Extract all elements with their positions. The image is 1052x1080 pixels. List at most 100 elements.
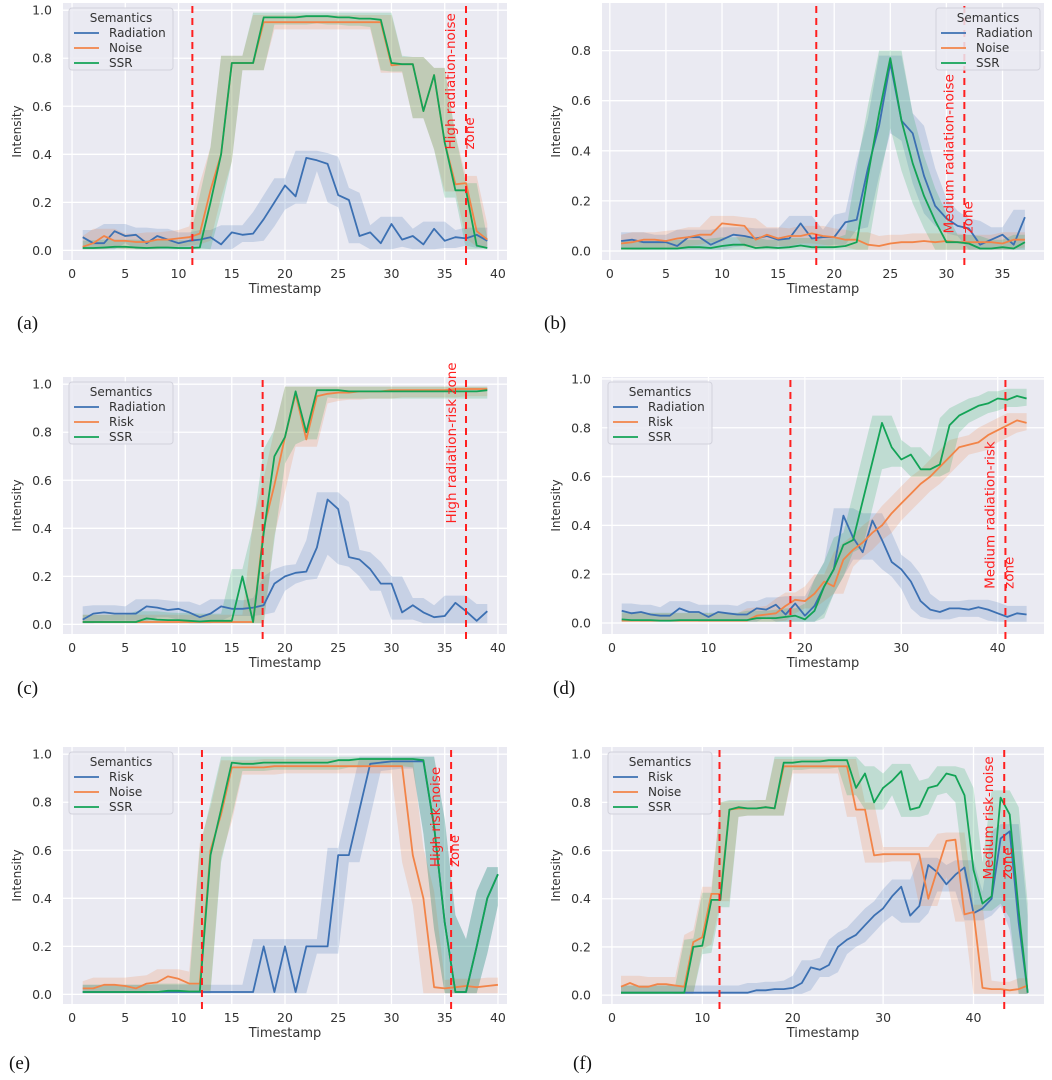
- x-tick-label: 20: [826, 266, 842, 281]
- legend-label-risk: Risk: [109, 770, 134, 784]
- y-tick-label: 0.6: [571, 843, 591, 858]
- legend-label-ssr: SSR: [976, 56, 1000, 70]
- x-tick-label: 25: [330, 266, 346, 281]
- x-axis-label: Timestamp: [248, 656, 322, 671]
- legend-label-noise: Noise: [648, 785, 681, 799]
- legend-label-risk: Risk: [109, 415, 134, 429]
- x-tick-label: 0: [608, 640, 616, 655]
- x-tick-label: 30: [384, 640, 400, 655]
- zone-label: zone: [1000, 847, 1016, 879]
- x-tick-label: 20: [277, 266, 293, 281]
- y-tick-label: 0.2: [571, 939, 591, 954]
- chart-b: 0 5 10 15 20 25 30 35 0.0 0.2 0.4 0.6 0.8 Timestamp In…: [549, 3, 1044, 297]
- x-tick-label: 35: [437, 640, 453, 655]
- x-tick-label: 10: [700, 640, 716, 655]
- y-axis-label: Intensity: [10, 479, 24, 531]
- confidence-band-ssr: [621, 388, 1027, 622]
- x-tick-label: 15: [770, 266, 786, 281]
- x-tick-label: 20: [797, 640, 813, 655]
- subplot-d: 0 10 20 30 40 0.0 0.2 0.4 0.6 0.8 1.0 Timestamp Inte…: [526, 371, 1052, 674]
- y-tick-label: 0.2: [32, 195, 52, 210]
- x-tick-label: 25: [882, 266, 898, 281]
- x-tick-label: 20: [277, 1010, 293, 1025]
- legend-title: Semantics: [90, 11, 153, 25]
- legend-label-radiation: Radiation: [109, 400, 166, 414]
- subplot-c: 0 5 10 15 20 25 30 35 40 0.0 0.2 0.4 0.6 0.8 1.0 Timest…: [0, 362, 526, 674]
- y-tick-label: 0.6: [32, 473, 52, 488]
- legend-box: [935, 7, 1041, 71]
- x-tick-label: 0: [608, 1010, 616, 1025]
- y-tick-label: 0.2: [571, 193, 591, 208]
- y-tick-label: 0.8: [571, 795, 591, 810]
- y-tick-label: 0.8: [32, 425, 52, 440]
- zone-label: Medium risk-noise: [981, 756, 997, 879]
- y-tick-label: 0.8: [571, 420, 591, 435]
- confidence-band-radiation: [621, 55, 1025, 250]
- x-tick-label: 10: [171, 640, 187, 655]
- legend-label-ssr: SSR: [109, 56, 133, 70]
- chart-d: 0 10 20 30 40 0.0 0.2 0.4 0.6 0.8 1.0 Timestamp Inte…: [549, 371, 1044, 671]
- series-layer: [621, 388, 1027, 622]
- x-tick-label: 0: [68, 1010, 76, 1025]
- chart-c: 0 5 10 15 20 25 30 35 40 0.0 0.2 0.4 0.6 0.8 1.0 Timest…: [10, 362, 507, 671]
- y-tick-label: 0.4: [571, 143, 591, 158]
- y-tick-label: 0.6: [32, 843, 52, 858]
- x-tick-label: 30: [938, 266, 954, 281]
- legend-title: Semantics: [629, 755, 692, 769]
- zone-label: zone: [447, 835, 463, 867]
- x-axis-label: Timestamp: [786, 656, 860, 671]
- series-line-ssr: [621, 395, 1027, 622]
- caption-e: (e): [9, 1053, 31, 1074]
- series-line-radiation: [82, 498, 488, 622]
- confidence-band-ssr: [621, 50, 1025, 250]
- caption-f: (f): [573, 1053, 592, 1074]
- x-tick-label: 0: [68, 266, 76, 281]
- x-tick-label: 10: [694, 1010, 710, 1025]
- y-tick-label: 1.0: [571, 747, 591, 762]
- subplot-a: 0 5 10 15 20 25 30 35 40 0.0 0.2 0.4 0.6 0.8 1.0 Timest…: [0, 0, 526, 300]
- legend-label-risk: Risk: [648, 770, 673, 784]
- x-tick-label: 25: [330, 640, 346, 655]
- series-layer: [82, 12, 488, 250]
- legend-box: [607, 751, 713, 815]
- legend-label-radiation: Radiation: [648, 400, 705, 414]
- zone-label: zone: [960, 201, 976, 233]
- zone-label: High risk-noise: [428, 767, 444, 867]
- legend-label-noise: Noise: [109, 41, 142, 55]
- series-layer: [82, 386, 488, 624]
- confidence-band-risk: [82, 756, 498, 994]
- x-tick-label: 15: [224, 640, 240, 655]
- x-tick-label: 5: [121, 1010, 129, 1025]
- x-tick-label: 0: [606, 266, 614, 281]
- y-axis-label: Intensity: [549, 479, 563, 531]
- x-tick-label: 20: [277, 640, 293, 655]
- legend-title: Semantics: [90, 755, 153, 769]
- confidence-band-ssr: [621, 756, 1028, 994]
- confidence-band-ssr: [82, 756, 498, 994]
- series-line-noise: [82, 765, 499, 990]
- chart-e: 0 5 10 15 20 25 30 35 40 0.0 0.2 0.4 0.6 0.8 1.0 Timest…: [10, 747, 507, 1041]
- y-axis-label: Intensity: [549, 849, 563, 901]
- legend-label-radiation: Radiation: [109, 26, 166, 40]
- y-tick-label: 1.0: [32, 3, 52, 18]
- legend-label-radiation: Radiation: [976, 26, 1033, 40]
- x-axis-label: Timestamp: [248, 1026, 322, 1041]
- series-line-ssr: [82, 758, 499, 993]
- legend-title: Semantics: [957, 11, 1020, 25]
- caption-c: (c): [17, 678, 39, 699]
- x-axis-label: Timestamp: [248, 282, 322, 297]
- y-tick-label: 1.0: [32, 377, 52, 392]
- confidence-band-radiation: [82, 150, 488, 250]
- y-tick-label: 0.4: [32, 147, 52, 162]
- x-axis-label: Timestamp: [786, 282, 860, 297]
- x-tick-label: 5: [662, 266, 670, 281]
- x-tick-label: 5: [121, 640, 129, 655]
- x-tick-label: 35: [437, 1010, 453, 1025]
- series-line-noise: [620, 765, 1029, 992]
